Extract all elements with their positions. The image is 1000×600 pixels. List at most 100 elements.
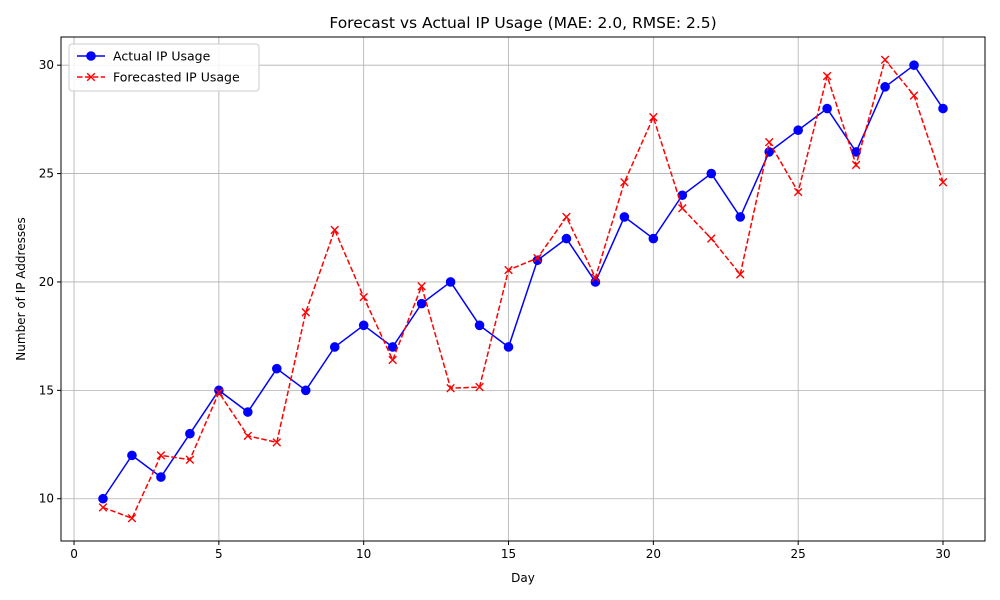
marker-stroke [475, 382, 484, 392]
marker-stroke [649, 112, 658, 122]
data-point [271, 363, 282, 374]
data-point [214, 385, 224, 396]
marker-stroke [185, 455, 195, 465]
data-point [475, 382, 484, 392]
data-point [619, 212, 630, 222]
x-tick-label: 30 [935, 547, 950, 561]
data-point [764, 137, 774, 147]
marker-stroke [851, 160, 861, 170]
data-point [300, 385, 311, 396]
legend-entry: Forecasted IP Usage [77, 70, 240, 85]
legend-label: Actual IP Usage [113, 49, 211, 64]
data-point [301, 308, 311, 317]
series-forecasted-ip-usage [98, 55, 948, 523]
x-axis-label: Day [511, 571, 535, 585]
data-point [591, 273, 600, 282]
data-point [706, 168, 717, 179]
marker-stroke [591, 273, 600, 282]
marker-stroke [620, 177, 629, 187]
data-point [243, 407, 253, 417]
data-point [503, 342, 514, 352]
data-point [329, 342, 340, 352]
marker-stroke [127, 513, 137, 523]
data-point [127, 450, 137, 461]
data-point [562, 212, 571, 222]
x-tick-label: 25 [791, 547, 806, 561]
marker-stroke [793, 187, 803, 197]
x-tick-label: 0 [70, 547, 78, 561]
data-point [358, 320, 369, 331]
marker-stroke [764, 137, 774, 147]
data-point [706, 234, 716, 243]
data-point [909, 60, 919, 70]
data-point [938, 103, 948, 114]
legend-label: Forecasted IP Usage [113, 70, 240, 85]
data-point [156, 451, 166, 460]
series-actual-ip-usage [98, 60, 948, 504]
marker-stroke [938, 177, 948, 187]
data-point [474, 320, 485, 331]
y-tick-label: 30 [39, 58, 54, 72]
y-tick-label: 20 [39, 275, 54, 289]
data-point [880, 55, 890, 65]
grid [61, 37, 985, 541]
data-point [387, 342, 398, 352]
data-point [272, 438, 282, 447]
marker-stroke [504, 265, 513, 275]
data-point [98, 493, 108, 504]
data-point [388, 355, 397, 365]
series-line [102, 58, 944, 520]
marker-stroke [446, 383, 455, 393]
data-point [909, 91, 919, 100]
y-axis-label: Number of IP Addresses [14, 217, 28, 360]
legend-entry: Actual IP Usage [77, 49, 211, 64]
marker-stroke [417, 281, 426, 291]
marker-stroke [156, 451, 166, 460]
marker-stroke [388, 355, 397, 365]
data-point [416, 298, 427, 309]
data-point [445, 277, 456, 287]
y-tick-label: 15 [39, 383, 54, 397]
marker-stroke [243, 431, 253, 441]
data-point [561, 233, 572, 244]
data-point [156, 472, 166, 482]
marker-stroke [678, 203, 687, 213]
data-point [214, 388, 224, 397]
series-layer [98, 55, 948, 523]
data-point [127, 513, 137, 523]
data-point [648, 233, 659, 244]
legend-box [68, 43, 260, 92]
data-point [330, 225, 340, 235]
marker-stroke [533, 253, 542, 263]
legend: Actual IP Usage Forecasted IP Usage [68, 43, 260, 92]
data-point [185, 455, 195, 465]
legend-marker [86, 72, 96, 82]
data-point [504, 265, 513, 275]
data-point [735, 212, 746, 222]
data-point [793, 125, 803, 136]
data-point [649, 112, 658, 122]
marker-stroke [880, 55, 890, 65]
marker-stroke [330, 225, 340, 235]
data-point [938, 177, 948, 187]
ticks: 0 5 10 15 20 25 30 10 15 20 25 30 [39, 58, 951, 561]
data-point [822, 103, 832, 114]
y-tick-label: 10 [39, 492, 54, 506]
data-point [735, 270, 745, 279]
marker-stroke [301, 308, 311, 317]
x-tick-label: 20 [646, 547, 661, 561]
data-point [678, 203, 687, 213]
chart-title: Forecast vs Actual IP Usage (MAE: 2.0, R… [329, 14, 716, 32]
data-point [359, 292, 368, 302]
data-point [793, 187, 803, 197]
marker-stroke [909, 91, 919, 100]
series-line [102, 64, 944, 500]
marker-stroke [272, 438, 282, 447]
x-tick-label: 15 [501, 547, 516, 561]
data-point [243, 431, 253, 441]
marker-stroke [86, 72, 96, 82]
data-point [851, 160, 861, 170]
data-point [446, 383, 455, 393]
